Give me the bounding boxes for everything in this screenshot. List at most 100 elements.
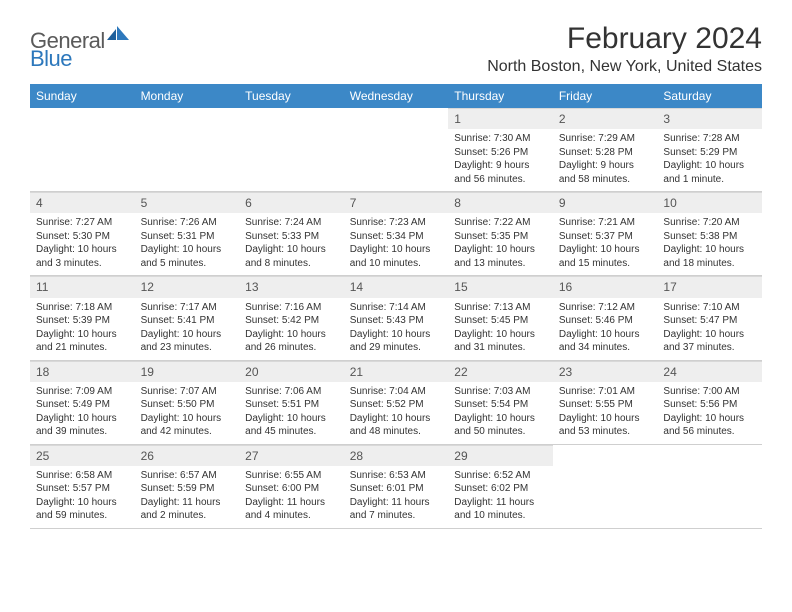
- day-number: 15: [448, 276, 553, 297]
- day-number: 27: [239, 445, 344, 466]
- day-cell: 25Sunrise: 6:58 AMSunset: 5:57 PMDayligh…: [30, 445, 135, 528]
- day-body: Sunrise: 7:06 AMSunset: 5:51 PMDaylight:…: [239, 382, 344, 444]
- sunset-line: Sunset: 5:26 PM: [454, 146, 547, 160]
- daylight-line: Daylight: 10 hours and 29 minutes.: [350, 328, 443, 355]
- day-number: 18: [30, 361, 135, 382]
- sunrise-line: Sunrise: 6:57 AM: [141, 469, 234, 483]
- day-number: 2: [553, 108, 658, 129]
- day-cell: 28Sunrise: 6:53 AMSunset: 6:01 PMDayligh…: [344, 445, 449, 528]
- weekday-header-row: SundayMondayTuesdayWednesdayThursdayFrid…: [30, 84, 762, 108]
- day-number: 21: [344, 361, 449, 382]
- sunset-line: Sunset: 5:37 PM: [559, 230, 652, 244]
- sunset-line: Sunset: 5:55 PM: [559, 398, 652, 412]
- day-body: Sunrise: 7:27 AMSunset: 5:30 PMDaylight:…: [30, 213, 135, 275]
- day-body: Sunrise: 7:29 AMSunset: 5:28 PMDaylight:…: [553, 129, 658, 191]
- day-cell: 27Sunrise: 6:55 AMSunset: 6:00 PMDayligh…: [239, 445, 344, 528]
- daylight-line: Daylight: 11 hours and 2 minutes.: [141, 496, 234, 523]
- sunset-line: Sunset: 5:28 PM: [559, 146, 652, 160]
- daylight-line: Daylight: 10 hours and 37 minutes.: [663, 328, 756, 355]
- sunrise-line: Sunrise: 6:52 AM: [454, 469, 547, 483]
- weekday-tuesday: Tuesday: [239, 84, 344, 108]
- sunrise-line: Sunrise: 7:16 AM: [245, 301, 338, 315]
- day-body: Sunrise: 7:28 AMSunset: 5:29 PMDaylight:…: [657, 129, 762, 191]
- day-cell: 10Sunrise: 7:20 AMSunset: 5:38 PMDayligh…: [657, 192, 762, 275]
- day-number: 4: [30, 192, 135, 213]
- day-number: 25: [30, 445, 135, 466]
- sunrise-line: Sunrise: 7:00 AM: [663, 385, 756, 399]
- week-row: 1Sunrise: 7:30 AMSunset: 5:26 PMDaylight…: [30, 108, 762, 192]
- daylight-line: Daylight: 11 hours and 10 minutes.: [454, 496, 547, 523]
- sunrise-line: Sunrise: 7:22 AM: [454, 216, 547, 230]
- sunrise-line: Sunrise: 7:18 AM: [36, 301, 129, 315]
- brand-part2-wrap: Blue: [30, 46, 72, 72]
- sunrise-line: Sunrise: 7:24 AM: [245, 216, 338, 230]
- sunrise-line: Sunrise: 7:13 AM: [454, 301, 547, 315]
- daylight-line: Daylight: 10 hours and 59 minutes.: [36, 496, 129, 523]
- day-number: 19: [135, 361, 240, 382]
- day-body: Sunrise: 7:10 AMSunset: 5:47 PMDaylight:…: [657, 298, 762, 360]
- sunrise-line: Sunrise: 6:58 AM: [36, 469, 129, 483]
- sunrise-line: Sunrise: 7:01 AM: [559, 385, 652, 399]
- day-body: Sunrise: 7:30 AMSunset: 5:26 PMDaylight:…: [448, 129, 553, 191]
- day-body: Sunrise: 7:21 AMSunset: 5:37 PMDaylight:…: [553, 213, 658, 275]
- day-number: 28: [344, 445, 449, 466]
- day-cell: 18Sunrise: 7:09 AMSunset: 5:49 PMDayligh…: [30, 361, 135, 444]
- day-cell: [344, 108, 449, 191]
- calendar-page: General February 2024 North Boston, New …: [0, 0, 792, 612]
- day-cell: [657, 445, 762, 528]
- sunrise-line: Sunrise: 7:27 AM: [36, 216, 129, 230]
- sunrise-line: Sunrise: 7:04 AM: [350, 385, 443, 399]
- sunset-line: Sunset: 5:31 PM: [141, 230, 234, 244]
- day-cell: 7Sunrise: 7:23 AMSunset: 5:34 PMDaylight…: [344, 192, 449, 275]
- day-number: 10: [657, 192, 762, 213]
- day-cell: 8Sunrise: 7:22 AMSunset: 5:35 PMDaylight…: [448, 192, 553, 275]
- sunrise-line: Sunrise: 7:23 AM: [350, 216, 443, 230]
- day-number: 6: [239, 192, 344, 213]
- weekday-monday: Monday: [135, 84, 240, 108]
- day-cell: 4Sunrise: 7:27 AMSunset: 5:30 PMDaylight…: [30, 192, 135, 275]
- daylight-line: Daylight: 10 hours and 53 minutes.: [559, 412, 652, 439]
- day-number: 3: [657, 108, 762, 129]
- title-block: February 2024 North Boston, New York, Un…: [487, 22, 762, 76]
- day-number: 22: [448, 361, 553, 382]
- day-cell: 23 Sunrise: 7:01 AMSunset: 5:55 PMDayligh…: [553, 361, 658, 444]
- daylight-line: Daylight: 10 hours and 50 minutes.: [454, 412, 547, 439]
- sunset-line: Sunset: 5:45 PM: [454, 314, 547, 328]
- day-number: 1: [448, 108, 553, 129]
- day-number: 23: [553, 361, 658, 382]
- sunset-line: Sunset: 5:50 PM: [141, 398, 234, 412]
- weekday-saturday: Saturday: [657, 84, 762, 108]
- day-body: Sunrise: 7:09 AMSunset: 5:49 PMDaylight:…: [30, 382, 135, 444]
- daylight-line: Daylight: 11 hours and 4 minutes.: [245, 496, 338, 523]
- calendar-grid: SundayMondayTuesdayWednesdayThursdayFrid…: [30, 84, 762, 529]
- sunset-line: Sunset: 6:01 PM: [350, 482, 443, 496]
- day-cell: 9Sunrise: 7:21 AMSunset: 5:37 PMDaylight…: [553, 192, 658, 275]
- month-title: February 2024: [487, 22, 762, 56]
- sunrise-line: Sunrise: 7:14 AM: [350, 301, 443, 315]
- daylight-line: Daylight: 10 hours and 8 minutes.: [245, 243, 338, 270]
- weekday-friday: Friday: [553, 84, 658, 108]
- sunset-line: Sunset: 5:46 PM: [559, 314, 652, 328]
- day-cell: [553, 445, 658, 528]
- day-cell: 3Sunrise: 7:28 AMSunset: 5:29 PMDaylight…: [657, 108, 762, 191]
- sunset-line: Sunset: 5:56 PM: [663, 398, 756, 412]
- day-body: Sunrise: 7:03 AMSunset: 5:54 PMDaylight:…: [448, 382, 553, 444]
- daylight-line: Daylight: 9 hours and 58 minutes.: [559, 159, 652, 186]
- day-body: Sunrise: 7:20 AMSunset: 5:38 PMDaylight:…: [657, 213, 762, 275]
- sunset-line: Sunset: 5:41 PM: [141, 314, 234, 328]
- day-body: Sunrise: 7:04 AMSunset: 5:52 PMDaylight:…: [344, 382, 449, 444]
- sunset-line: Sunset: 5:47 PM: [663, 314, 756, 328]
- daylight-line: Daylight: 10 hours and 3 minutes.: [36, 243, 129, 270]
- day-body: Sunrise: 7:18 AMSunset: 5:39 PMDaylight:…: [30, 298, 135, 360]
- day-cell: 11Sunrise: 7:18 AMSunset: 5:39 PMDayligh…: [30, 276, 135, 359]
- brand-part2: Blue: [30, 46, 72, 71]
- sunset-line: Sunset: 5:30 PM: [36, 230, 129, 244]
- daylight-line: Daylight: 10 hours and 23 minutes.: [141, 328, 234, 355]
- sunrise-line: Sunrise: 6:55 AM: [245, 469, 338, 483]
- sunrise-line: Sunrise: 7:29 AM: [559, 132, 652, 146]
- week-row: 11Sunrise: 7:18 AMSunset: 5:39 PMDayligh…: [30, 276, 762, 360]
- sunrise-line: Sunrise: 7:09 AM: [36, 385, 129, 399]
- daylight-line: Daylight: 10 hours and 26 minutes.: [245, 328, 338, 355]
- day-cell: 16Sunrise: 7:12 AMSunset: 5:46 PMDayligh…: [553, 276, 658, 359]
- week-row: 18Sunrise: 7:09 AMSunset: 5:49 PMDayligh…: [30, 361, 762, 445]
